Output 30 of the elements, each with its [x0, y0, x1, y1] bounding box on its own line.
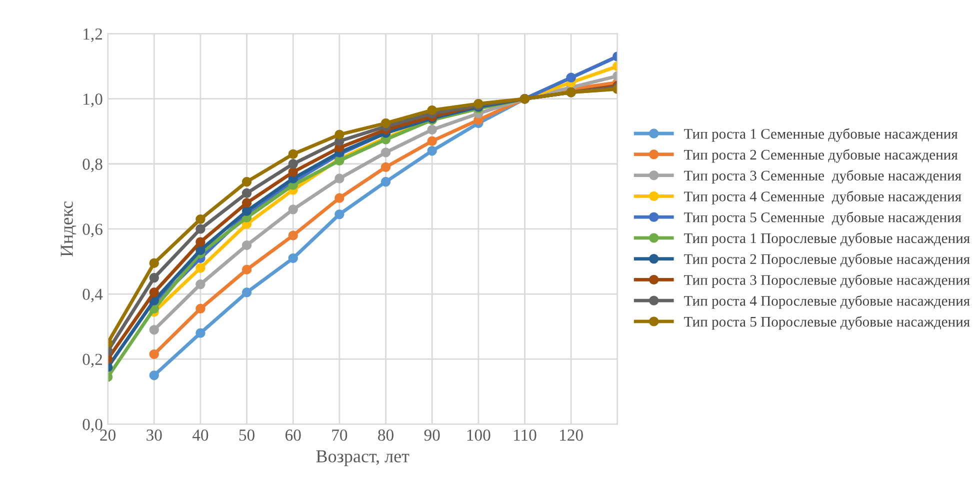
y-tick-label: 0,8 — [82, 158, 102, 172]
x-tick-label: 120 — [560, 430, 583, 441]
y-axis-title: Индекс — [60, 201, 76, 257]
x-tick-label: 80 — [378, 430, 394, 441]
legend-label: Тип роста 3 Порослевые дубовые насаждения — [684, 274, 970, 288]
x-tick-label: 20 — [100, 430, 116, 441]
x-tick-label: 110 — [514, 430, 536, 441]
x-tick-label: 100 — [467, 430, 490, 441]
legend-label: Тип роста 4 Семенные дубовые насаждения — [684, 190, 962, 204]
legend-label: Тип роста 1 Семенные дубовые насаждения — [684, 128, 958, 142]
x-tick-label: 40 — [192, 430, 208, 441]
y-tick-label: 0,6 — [82, 224, 102, 238]
x-tick-label: 50 — [239, 430, 254, 441]
y-tick-label: 0,4 — [82, 288, 103, 302]
legend-label: Тип роста 2 Семенные дубовые насаждения — [684, 149, 958, 163]
legend-label: Тип роста 4 Порослевые дубовые насаждения — [684, 295, 970, 309]
x-axis-title: Возраст, лет — [316, 450, 410, 466]
legend-label: Тип роста 1 Порослевые дубовые насаждения — [684, 232, 970, 246]
legend-label: Тип роста 5 Порослевые дубовые насаждения — [684, 316, 970, 330]
legend-label: Тип роста 2 Порослевые дубовые насаждения — [684, 253, 970, 268]
legend-label: Тип роста 3 Семенные дубовые насаждения — [684, 170, 962, 184]
y-tick-label: 1,2 — [84, 28, 102, 42]
y-tick-label: 0,0 — [82, 418, 102, 433]
x-tick-label: 70 — [332, 430, 348, 441]
y-tick-label: 1,0 — [84, 94, 102, 108]
x-tick-label: 30 — [146, 430, 162, 441]
x-tick-label: 60 — [285, 430, 301, 441]
y-tick-label: 0,2 — [82, 354, 102, 368]
x-tick-label: 90 — [424, 430, 440, 441]
legend-label: Тип роста 5 Семенные дубовые насаждения — [684, 212, 962, 226]
